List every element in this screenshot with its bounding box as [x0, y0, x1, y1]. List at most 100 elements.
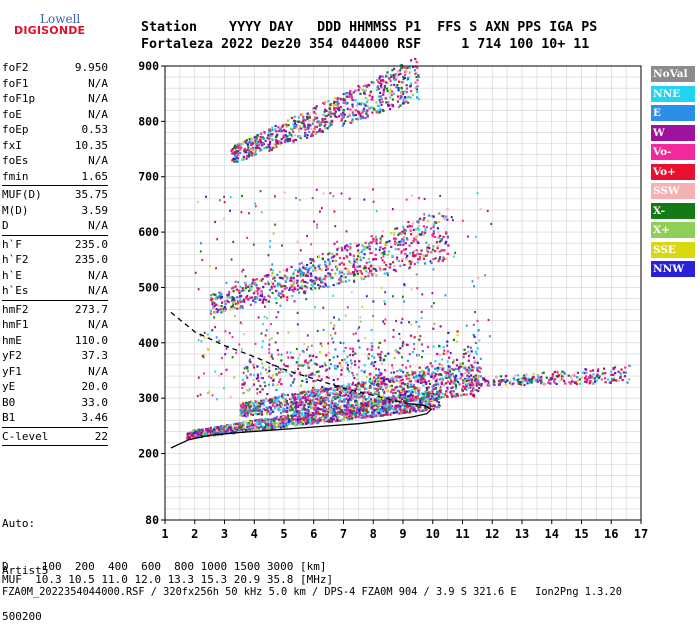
echo-point	[385, 406, 387, 408]
echo-point	[249, 287, 251, 289]
echo-point	[428, 370, 430, 372]
echo-point	[414, 73, 416, 75]
echo-point	[345, 255, 347, 257]
echo-point	[432, 226, 434, 228]
echo-point	[266, 406, 268, 408]
echo-point	[402, 371, 404, 373]
echo-point	[367, 348, 369, 350]
echo-point	[469, 384, 471, 386]
echo-point	[275, 146, 277, 148]
echo-point	[357, 273, 359, 275]
echo-point	[296, 411, 298, 413]
echo-point	[311, 373, 313, 375]
echo-point	[268, 366, 270, 368]
echo-point	[440, 325, 442, 327]
echo-point	[309, 391, 311, 393]
echo-point	[197, 395, 199, 397]
echo-point	[393, 389, 395, 391]
echo-point	[380, 400, 382, 402]
echo-point	[395, 238, 397, 240]
echo-point	[418, 374, 420, 376]
echo-point	[447, 244, 449, 246]
echo-point	[334, 332, 336, 334]
echo-point	[457, 368, 459, 370]
echo-point	[418, 339, 420, 341]
echo-point	[255, 205, 257, 207]
echo-point	[367, 99, 369, 101]
echo-point	[445, 231, 447, 233]
echo-point	[353, 271, 355, 273]
echo-point	[442, 236, 444, 238]
echo-point	[323, 421, 325, 423]
echo-point	[375, 274, 377, 276]
echo-point	[380, 381, 382, 383]
echo-point	[310, 422, 312, 424]
echo-point	[570, 375, 572, 377]
echo-point	[406, 198, 408, 200]
echo-point	[355, 332, 357, 334]
echo-point	[268, 370, 270, 372]
echo-point	[366, 262, 368, 264]
echo-point	[325, 354, 327, 356]
echo-point	[364, 364, 366, 366]
echo-point	[281, 138, 283, 140]
echo-point	[266, 146, 268, 148]
echo-point	[380, 97, 382, 99]
echo-point	[402, 364, 404, 366]
echo-point	[428, 247, 430, 249]
echo-point	[319, 351, 321, 353]
echo-point	[502, 379, 504, 381]
echo-point	[282, 393, 284, 395]
echo-point	[410, 263, 412, 265]
echo-point	[431, 403, 433, 405]
echo-point	[294, 269, 296, 271]
echo-point	[360, 103, 362, 105]
echo-point	[243, 289, 245, 291]
echo-point	[374, 268, 376, 270]
echo-point	[311, 345, 313, 347]
echo-point	[299, 199, 301, 201]
echo-point	[384, 369, 386, 371]
echo-point	[251, 138, 253, 140]
echo-point	[379, 108, 381, 110]
echo-point	[358, 366, 360, 368]
echo-point	[349, 354, 351, 356]
echo-point	[409, 252, 411, 254]
echo-point	[317, 392, 319, 394]
echo-point	[584, 368, 586, 370]
echo-point	[434, 360, 436, 362]
echo-point	[353, 398, 355, 400]
echo-point	[294, 423, 296, 425]
echo-point	[517, 374, 519, 376]
echo-point	[404, 96, 406, 98]
echo-point	[416, 287, 418, 289]
echo-point	[309, 355, 311, 357]
echo-point	[416, 67, 418, 69]
echo-point	[349, 93, 351, 95]
echo-point	[230, 396, 232, 398]
echo-point	[290, 266, 292, 268]
echo-point	[464, 372, 466, 374]
echo-point	[271, 353, 273, 355]
echo-point	[407, 102, 409, 104]
echo-point	[221, 357, 223, 359]
echo-point	[477, 362, 479, 364]
echo-point	[245, 287, 247, 289]
echo-point	[407, 77, 409, 79]
echo-point	[290, 415, 292, 417]
echo-point	[320, 408, 322, 410]
echo-point	[445, 258, 447, 260]
echo-point	[390, 372, 392, 374]
echo-point	[342, 99, 344, 101]
echo-point	[620, 372, 622, 374]
echo-point	[610, 374, 612, 376]
echo-point	[418, 409, 420, 411]
echo-point	[319, 393, 321, 395]
echo-point	[626, 381, 628, 383]
echo-point	[321, 388, 323, 390]
echo-point	[468, 366, 470, 368]
echo-point	[302, 120, 304, 122]
echo-point	[401, 356, 403, 358]
echo-point	[435, 388, 437, 390]
echo-point	[607, 378, 609, 380]
